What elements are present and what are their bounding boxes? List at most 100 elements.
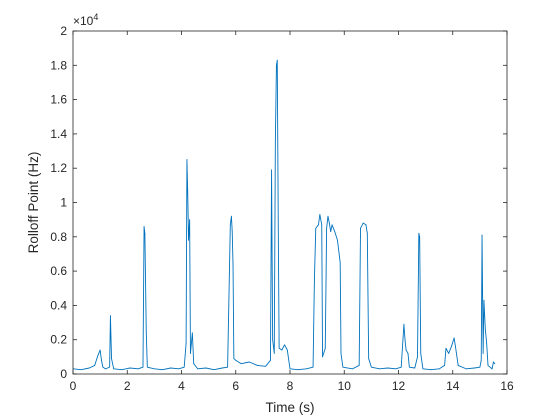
data-point [190, 353, 191, 354]
data-point [445, 347, 447, 349]
data-point [142, 366, 144, 368]
data-point [330, 231, 332, 233]
data-point [284, 344, 285, 346]
data-point [362, 222, 364, 224]
data-point [197, 368, 199, 370]
data-point [407, 353, 409, 354]
data-point [387, 367, 389, 369]
data-point [232, 265, 234, 267]
data-point [358, 365, 360, 366]
x-tick-label: 14 [446, 379, 460, 393]
data-point [414, 367, 416, 369]
data-point [493, 361, 494, 363]
data-point [400, 366, 402, 368]
data-point [379, 368, 380, 370]
data-point [153, 368, 155, 370]
data-point [286, 349, 288, 351]
x-tick-label: 12 [392, 379, 406, 393]
x-tick-label: 4 [178, 379, 185, 393]
data-point [315, 227, 317, 229]
data-point [331, 224, 333, 226]
exponent-label: ×104 [73, 12, 98, 28]
data-point [137, 368, 139, 370]
data-point [486, 342, 488, 344]
data-point [450, 346, 452, 347]
data-point [482, 353, 484, 354]
data-point [481, 234, 483, 236]
data-point [80, 369, 82, 371]
data-point [404, 339, 406, 341]
data-point [491, 368, 493, 370]
data-point [97, 356, 98, 358]
y-tick-label: 1 [60, 196, 67, 210]
data-point [99, 349, 101, 351]
data-point [487, 365, 489, 366]
data-point [109, 366, 111, 368]
y-tick-label: 0.2 [50, 333, 67, 347]
data-point [334, 231, 336, 233]
data-point [319, 214, 321, 215]
data-point [178, 368, 180, 370]
y-tick-label: 0.6 [50, 264, 67, 278]
y-tick-label: 1.8 [50, 58, 67, 72]
data-point [403, 323, 405, 325]
data-point [322, 356, 323, 358]
data-point [420, 353, 422, 354]
data-point [105, 368, 106, 370]
data-point [143, 226, 145, 227]
y-tick-label: 1.6 [50, 93, 67, 107]
data-point [102, 366, 104, 368]
data-point [94, 365, 96, 366]
data-point [233, 358, 235, 359]
data-point [145, 330, 147, 332]
y-tick-label: 0.4 [50, 298, 67, 312]
series-layer [72, 59, 496, 371]
data-point [272, 339, 274, 341]
data-point [395, 368, 397, 370]
data-point [297, 369, 299, 371]
data-point [271, 169, 272, 171]
data-point [365, 224, 367, 226]
data-point [483, 299, 485, 301]
data-point [227, 366, 229, 368]
data-point [221, 367, 223, 369]
data-point [453, 337, 455, 339]
data-point [417, 356, 418, 358]
y-tick-label: 0.8 [50, 230, 67, 244]
x-axis-label: Time (s) [266, 400, 315, 415]
exponent-base: ×10 [73, 14, 94, 28]
plot-area [73, 31, 507, 374]
data-point [318, 224, 319, 226]
data-point [337, 239, 338, 241]
data-point [351, 368, 353, 370]
data-point [484, 329, 486, 330]
data-point [193, 363, 195, 365]
data-point [121, 369, 123, 371]
data-point [185, 342, 187, 344]
data-point [273, 353, 275, 354]
data-point [231, 231, 233, 233]
data-point [342, 366, 344, 368]
y-axis-ticks: 0 0.2 0.4 0.6 0.8 1 1.2 1.4 1.6 1.8 2 [50, 24, 507, 381]
data-point [408, 366, 410, 368]
data-point [188, 239, 189, 241]
data-point [312, 366, 314, 368]
data-point [88, 367, 90, 369]
exponent-power: 4 [93, 12, 98, 22]
data-point [289, 368, 291, 370]
data-point [480, 359, 482, 361]
data-point [235, 359, 237, 361]
x-tick-label: 10 [338, 379, 352, 393]
data-point [368, 358, 370, 359]
data-point [170, 367, 172, 369]
data-point [183, 366, 185, 368]
data-point [189, 219, 191, 221]
data-point [418, 232, 420, 234]
data-point [274, 142, 276, 143]
data-point [265, 365, 266, 367]
data-point [370, 366, 372, 368]
data-point [240, 363, 242, 365]
y-tick-label: 1.2 [50, 161, 67, 175]
y-axis-label: Rolloff Point (Hz) [26, 152, 41, 254]
data-point [328, 222, 330, 224]
